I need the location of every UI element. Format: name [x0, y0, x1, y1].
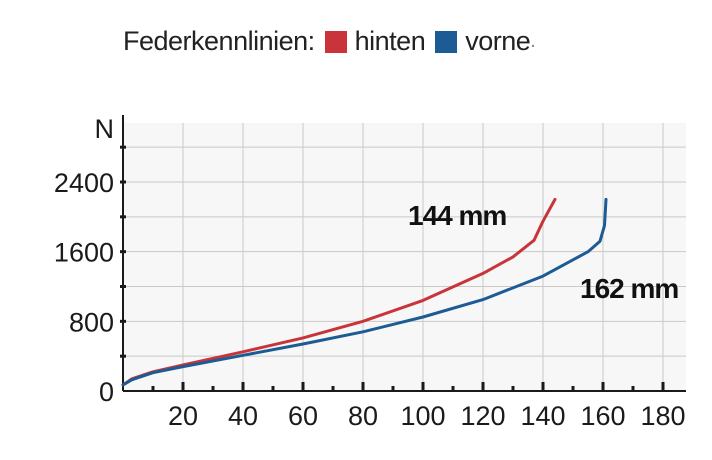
- legend-title: Federkennlinien:: [123, 26, 315, 56]
- y-tick-label: 2400: [54, 168, 114, 198]
- x-tick-label: 180: [640, 401, 685, 431]
- x-tick-label: 100: [400, 401, 445, 431]
- x-tick-label: 80: [348, 401, 378, 431]
- legend-label-hinten: hinten: [354, 26, 426, 56]
- legend-label-vorne: vorne: [465, 26, 531, 56]
- annotation-hinten: 144 mm: [408, 200, 506, 231]
- y-tick-label: 1600: [54, 238, 114, 268]
- x-tick-label: 140: [520, 401, 565, 431]
- y-axis-label: N: [95, 114, 115, 144]
- series-group: [121, 197, 608, 387]
- y-tick-label: 800: [69, 307, 114, 337]
- x-tick-label: 60: [288, 401, 318, 431]
- series-line-vorne: [121, 197, 608, 387]
- x-tick-label: 160: [580, 401, 625, 431]
- legend-end-mark: .: [530, 30, 536, 52]
- x-tick-label: 20: [168, 401, 198, 431]
- grid: [123, 123, 686, 391]
- x-tick-label: 120: [460, 401, 505, 431]
- labels-group: 20 40 60 80 100 120 140 160 180 0 800 1600 2400 N 144 …: [54, 114, 686, 431]
- axes: [120, 115, 686, 392]
- legend-swatch-hinten: [324, 30, 347, 53]
- legend-swatch-vorne: [435, 30, 458, 53]
- annotation-vorne: 162 mm: [580, 273, 678, 304]
- plot-background: [123, 123, 686, 391]
- y-tick-label: 0: [99, 377, 114, 407]
- legend: Federkennlinien: hinten vorne .: [123, 26, 536, 57]
- x-tick-label: 40: [228, 401, 258, 431]
